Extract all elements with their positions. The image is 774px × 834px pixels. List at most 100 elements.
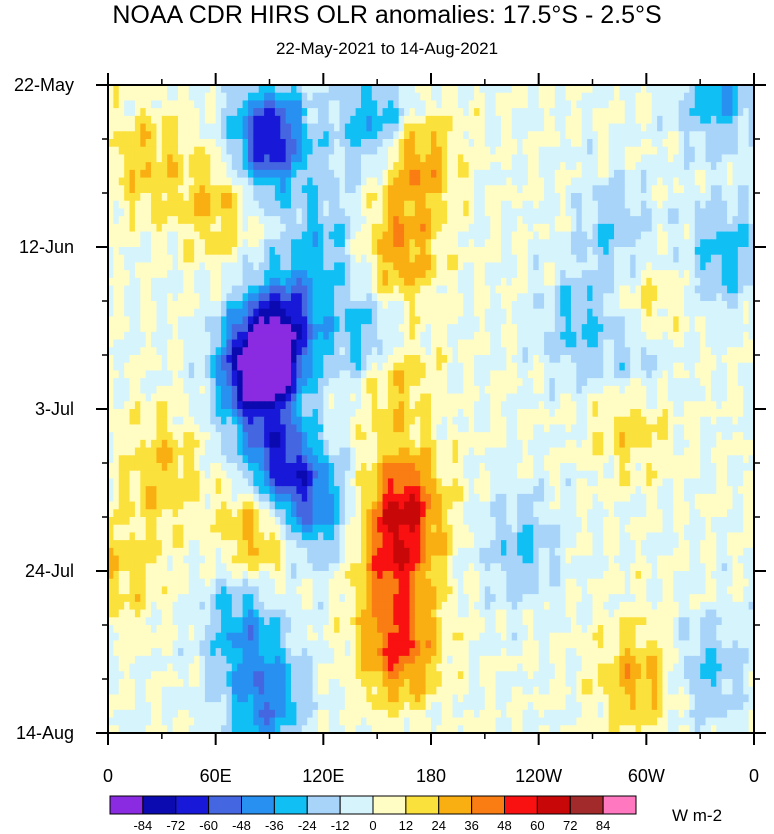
anomaly-cell — [307, 308, 314, 318]
anomaly-cell — [716, 100, 723, 109]
anomaly-cell — [221, 385, 228, 395]
anomaly-cell — [161, 123, 168, 132]
anomaly-cell — [667, 277, 674, 287]
anomaly-cell — [355, 347, 362, 356]
anomaly-cell — [603, 393, 610, 402]
anomaly-cell — [231, 308, 238, 318]
anomaly-cell — [382, 108, 389, 117]
anomaly-cell — [237, 247, 244, 256]
anomaly-cell — [662, 339, 669, 348]
anomaly-cell — [727, 139, 734, 148]
anomaly-cell — [108, 385, 114, 395]
anomaly-cell — [743, 115, 750, 125]
anomaly-cell — [538, 85, 545, 94]
anomaly-cell — [468, 378, 475, 387]
anomaly-cell — [549, 100, 556, 109]
anomaly-cell — [737, 362, 744, 372]
anomaly-cell — [511, 154, 518, 163]
anomaly-cell — [651, 324, 658, 333]
anomaly-cell — [366, 254, 373, 264]
anomaly-cell — [431, 223, 437, 233]
anomaly-cell — [301, 254, 308, 264]
anomaly-cell — [533, 277, 540, 287]
anomaly-cell — [673, 85, 680, 94]
anomaly-cell — [167, 262, 174, 271]
anomaly-cell — [635, 208, 642, 217]
anomaly-cell — [635, 108, 642, 117]
anomaly-cell — [646, 316, 653, 325]
anomaly-cell — [506, 146, 513, 156]
anomaly-cell — [608, 293, 615, 302]
anomaly-cell — [673, 308, 680, 318]
anomaly-cell — [377, 270, 384, 279]
anomaly-cell — [743, 108, 750, 117]
anomaly-cell — [118, 223, 125, 233]
anomaly-cell — [533, 385, 540, 395]
anomaly-cell — [614, 115, 621, 125]
anomaly-cell — [242, 239, 249, 248]
anomaly-cell — [253, 393, 260, 402]
anomaly-cell — [662, 393, 669, 402]
anomaly-cell — [646, 131, 653, 140]
anomaly-cell — [382, 169, 389, 179]
anomaly-cell — [667, 231, 674, 240]
anomaly-cell — [285, 231, 292, 240]
anomaly-cell — [716, 293, 723, 302]
anomaly-cell — [436, 185, 443, 194]
anomaly-cell — [129, 254, 136, 264]
anomaly-cell — [269, 362, 276, 372]
anomaly-cell — [657, 347, 664, 356]
anomaly-cell — [495, 231, 502, 240]
anomaly-cell — [339, 262, 346, 271]
anomaly-cell — [145, 331, 152, 341]
anomaly-cell — [463, 355, 470, 364]
anomaly-cell — [194, 177, 201, 186]
anomaly-cell — [404, 270, 411, 279]
anomaly-cell — [118, 370, 125, 379]
anomaly-cell — [247, 316, 254, 325]
anomaly-cell — [597, 262, 604, 271]
anomaly-cell — [581, 308, 588, 318]
anomaly-cell — [490, 177, 497, 186]
anomaly-cell — [204, 324, 211, 333]
anomaly-cell — [705, 123, 712, 132]
anomaly-cell — [667, 92, 674, 102]
anomaly-cell — [296, 193, 303, 202]
anomaly-cell — [420, 223, 427, 233]
anomaly-cell — [237, 193, 244, 202]
anomaly-cell — [172, 308, 179, 318]
anomaly-cell — [134, 331, 141, 341]
anomaly-cell — [624, 308, 631, 318]
anomaly-cell — [646, 231, 653, 240]
anomaly-cell — [118, 200, 125, 210]
anomaly-cell — [145, 115, 152, 125]
anomaly-cell — [291, 108, 298, 117]
anomaly-cell — [242, 123, 249, 132]
anomaly-cell — [565, 139, 572, 148]
anomaly-cell — [199, 270, 206, 279]
anomaly-cell — [361, 185, 367, 194]
anomaly-cell — [511, 85, 518, 94]
anomaly-cell — [323, 85, 330, 94]
anomaly-cell — [737, 231, 744, 240]
anomaly-cell — [549, 92, 556, 102]
anomaly-cell — [210, 270, 217, 279]
anomaly-cell — [355, 177, 362, 186]
anomaly-cell — [431, 169, 437, 179]
anomaly-cell — [431, 401, 437, 410]
anomaly-cell — [570, 308, 577, 318]
anomaly-cell — [253, 239, 260, 248]
anomaly-cell — [317, 85, 324, 94]
anomaly-cell — [269, 223, 276, 233]
anomaly-cell — [662, 378, 669, 387]
anomaly-cell — [705, 254, 712, 264]
anomaly-cell — [420, 301, 427, 310]
anomaly-cell — [377, 254, 384, 264]
anomaly-cell — [479, 378, 486, 387]
anomaly-cell — [684, 385, 690, 395]
anomaly-cell — [635, 239, 642, 248]
anomaly-cell — [269, 85, 276, 94]
anomaly-cell — [646, 185, 653, 194]
anomaly-cell — [694, 85, 701, 94]
anomaly-cell — [646, 370, 653, 379]
